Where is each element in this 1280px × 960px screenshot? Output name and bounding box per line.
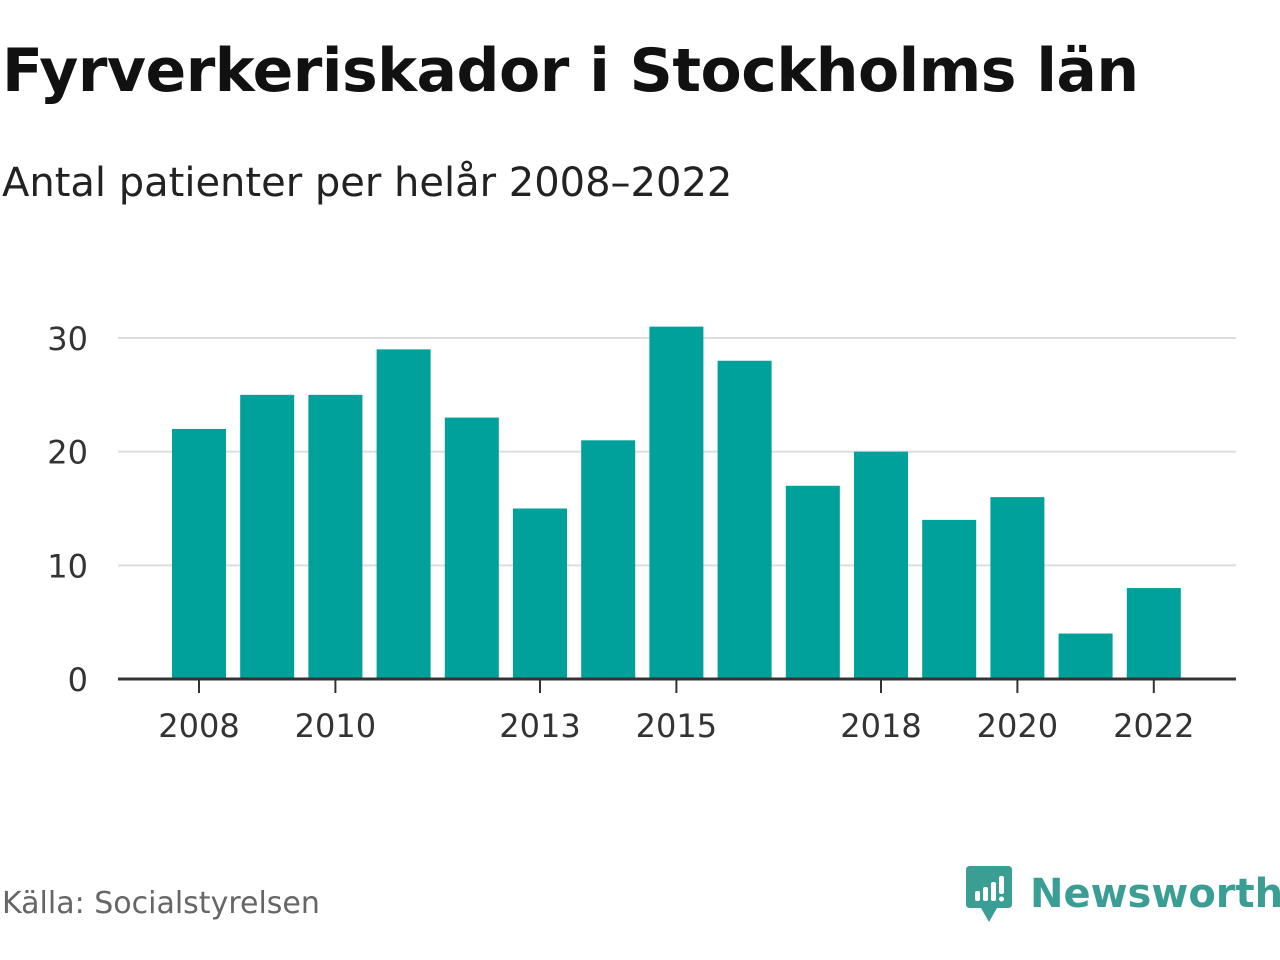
x-tick-label: 2018 xyxy=(840,707,921,745)
bar xyxy=(376,349,431,679)
y-tick-label: 0 xyxy=(68,661,88,699)
x-tick-label: 2015 xyxy=(636,707,717,745)
x-tick-label: 2022 xyxy=(1113,707,1194,745)
chart-title: Fyrverkeriskador i Stockholms län xyxy=(2,36,1139,106)
y-tick-label: 20 xyxy=(47,434,88,472)
bar xyxy=(444,417,499,679)
bar xyxy=(308,394,363,679)
newsworthy-logo-icon xyxy=(966,866,1012,922)
bar xyxy=(922,519,977,679)
bar xyxy=(854,451,908,679)
bar xyxy=(172,428,226,679)
brand-name: Newsworthy xyxy=(1030,871,1280,917)
x-tick-label: 2008 xyxy=(158,707,239,745)
bar xyxy=(1126,588,1181,679)
x-tick-label: 2020 xyxy=(977,707,1058,745)
bar xyxy=(513,508,567,679)
bar-chart: 0 10 20 30 2008 2010 2013 2015 2018 2020 2022 xyxy=(47,320,1236,745)
bar xyxy=(785,485,840,679)
bar xyxy=(717,360,772,679)
brand-logo: Newsworthy xyxy=(964,862,1280,926)
bar xyxy=(240,394,295,679)
x-tick-label: 2010 xyxy=(295,707,376,745)
y-tick-label: 10 xyxy=(47,547,88,585)
source-note: Källa: Socialstyrelsen xyxy=(2,886,320,921)
bar xyxy=(649,326,704,679)
bar xyxy=(581,440,636,679)
bar xyxy=(990,497,1045,679)
y-tick-label: 30 xyxy=(47,320,88,358)
bar xyxy=(1058,633,1113,679)
x-tick-label: 2013 xyxy=(499,707,580,745)
chart-subtitle: Antal patienter per helår 2008–2022 xyxy=(2,160,733,206)
